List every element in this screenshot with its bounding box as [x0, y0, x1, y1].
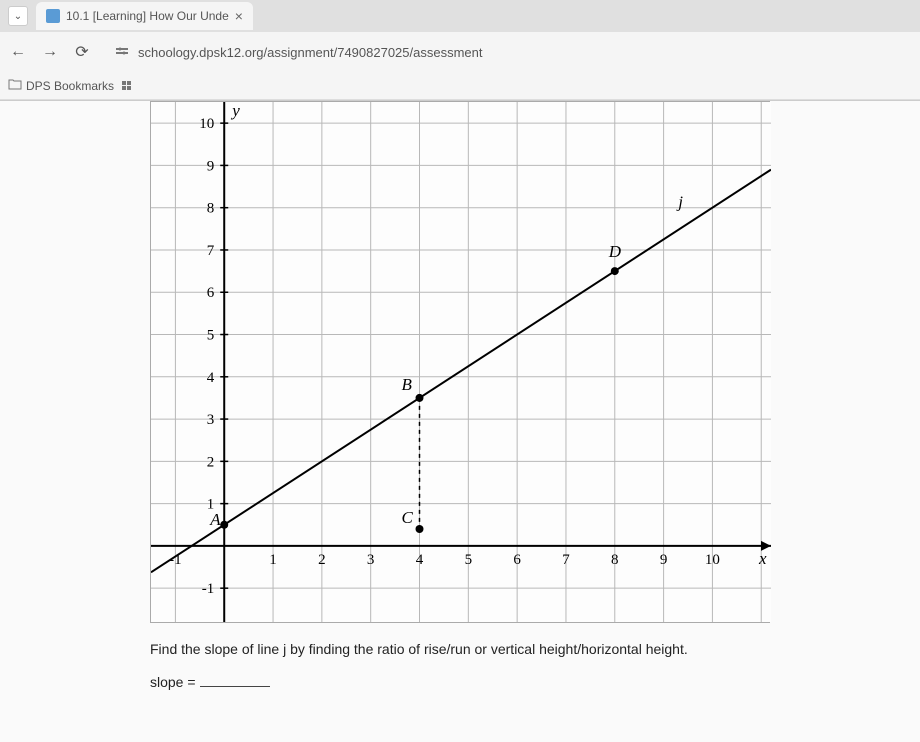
content-area: -112345678910-112345678910xyABCDj Find t…	[0, 101, 920, 742]
tab-favicon-icon	[46, 9, 60, 23]
tab-bar: ⌄ 10.1 [Learning] How Our Unde ×	[0, 0, 920, 32]
chart-svg: -112345678910-112345678910xyABCDj	[151, 102, 771, 622]
y-tick-label: 6	[207, 285, 215, 301]
slope-label: slope =	[150, 674, 196, 690]
x-tick-label: 4	[416, 552, 424, 568]
browser-tab[interactable]: 10.1 [Learning] How Our Unde ×	[36, 2, 253, 30]
url-bar[interactable]: schoology.dpsk12.org/assignment/74908270…	[104, 40, 912, 64]
point-label-c: C	[402, 508, 414, 527]
y-tick-label: 8	[207, 201, 215, 217]
x-tick-label: 8	[611, 552, 619, 568]
tab-title: 10.1 [Learning] How Our Unde	[66, 9, 229, 23]
point-label-b: B	[402, 375, 413, 394]
point-a	[220, 521, 228, 529]
bookmarks-bar: DPS Bookmarks	[0, 72, 920, 100]
x-tick-label: 5	[465, 552, 473, 568]
question-block: Find the slope of line j by finding the …	[150, 641, 770, 690]
point-b	[416, 394, 424, 402]
bookmark-label: DPS Bookmarks	[26, 79, 114, 93]
reload-button[interactable]: ⟳	[72, 42, 92, 62]
x-axis-label: x	[758, 549, 767, 568]
y-tick-label: 7	[207, 243, 215, 259]
forward-button[interactable]: →	[40, 43, 60, 61]
x-tick-label: 3	[367, 552, 375, 568]
point-d	[611, 267, 619, 275]
x-tick-label: 7	[562, 552, 570, 568]
point-label-a: A	[209, 510, 221, 529]
y-tick-label: 3	[207, 412, 215, 428]
question-text: Find the slope of line j by finding the …	[150, 641, 770, 657]
point-label-d: D	[608, 242, 622, 261]
chart-container: -112345678910-112345678910xyABCDj	[150, 101, 770, 623]
y-tick-label: 5	[207, 328, 215, 344]
browser-chrome: ⌄ 10.1 [Learning] How Our Unde × ← → ⟳ s…	[0, 0, 920, 101]
slope-input-blank[interactable]	[200, 671, 270, 687]
url-bar-row: ← → ⟳ schoology.dpsk12.org/assignment/74…	[0, 32, 920, 72]
x-tick-label: 6	[513, 552, 521, 568]
x-tick-label: 1	[269, 552, 277, 568]
bookmark-dps[interactable]: DPS Bookmarks	[8, 78, 114, 93]
y-tick-label: 4	[207, 370, 215, 386]
site-settings-icon[interactable]	[114, 44, 130, 60]
apps-grid-icon	[122, 81, 131, 90]
y-tick-label: 10	[199, 116, 214, 132]
point-c	[416, 525, 424, 533]
slope-row: slope =	[150, 671, 770, 690]
url-text: schoology.dpsk12.org/assignment/74908270…	[138, 45, 482, 60]
y-axis-label: y	[230, 102, 240, 120]
y-tick-label: -1	[202, 581, 215, 597]
x-tick-label: 9	[660, 552, 668, 568]
back-button[interactable]: ←	[8, 43, 28, 61]
line-label-j: j	[676, 193, 683, 212]
x-tick-label: 2	[318, 552, 326, 568]
folder-icon	[8, 78, 22, 93]
y-tick-label: 2	[207, 454, 215, 470]
y-tick-label: 9	[207, 158, 215, 174]
tab-list-dropdown[interactable]: ⌄	[8, 6, 28, 26]
bookmark-apps[interactable]	[122, 81, 131, 90]
tab-close-icon[interactable]: ×	[235, 8, 243, 24]
x-tick-label: 10	[705, 552, 720, 568]
